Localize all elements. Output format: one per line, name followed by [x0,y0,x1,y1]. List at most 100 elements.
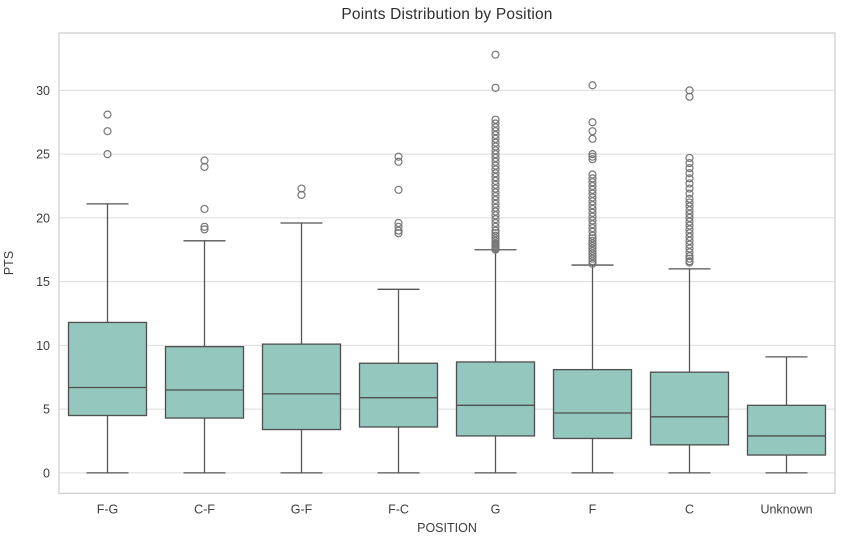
outlier-point [491,127,500,136]
outlier-point [588,155,597,164]
box [455,361,536,437]
outlier-point [491,161,500,170]
outlier-point [297,190,306,200]
box [261,343,342,431]
outlier-point [394,157,403,166]
outlier-point [491,157,500,166]
outlier-point [588,81,597,90]
outlier-point [491,239,500,248]
outlier-point [588,236,597,245]
plot-frame [58,32,836,494]
outlier-point [491,234,500,243]
outlier-point [588,178,597,187]
outlier-point [685,194,694,203]
outlier-point [200,222,209,231]
x-tick-label: F-G [97,502,119,516]
outlier-point [685,229,694,238]
outlier-point [685,240,694,249]
y-tick-label: 30 [36,84,50,98]
outlier-point [588,189,597,198]
outlier-point [588,193,597,202]
outlier-point [394,226,403,235]
outlier-point [685,92,694,101]
outlier-point [588,249,597,258]
y-tick-label: 5 [43,403,50,417]
outlier-point [588,152,597,161]
outlier-point [491,195,500,205]
outlier-point [491,142,500,151]
outlier-point [491,172,500,182]
outlier-point [491,203,500,212]
outlier-point [685,158,694,168]
outlier-point [491,199,500,208]
outlier-point [103,150,112,159]
y-tick-label: 15 [36,275,50,289]
outlier-point [297,184,306,193]
outlier-point [491,229,500,238]
box [67,321,148,417]
outlier-point [588,244,597,253]
box [649,371,730,446]
outlier-point [685,248,694,257]
outlier-point [103,127,112,136]
outlier-point [588,150,597,159]
outlier-point [491,169,500,178]
outlier-point [588,246,597,256]
outlier-point [491,218,500,228]
outlier-point [588,174,597,183]
outlier-point [491,207,500,216]
box [164,346,245,419]
x-tick-label: F-C [388,502,409,516]
outlier-point [588,197,597,206]
outlier-point [685,184,694,193]
y-tick-label: 0 [43,466,50,480]
outlier-point [491,184,500,193]
outlier-point [685,206,694,215]
outlier-point [685,252,694,261]
outlier-point [588,254,597,263]
outlier-point [491,215,500,224]
x-tick-label: G [491,502,501,516]
outlier-point [588,201,597,210]
outlier-point [491,138,500,147]
box [358,362,439,428]
outlier-point [685,153,694,163]
outlier-point [394,185,403,194]
outlier-point [491,180,500,189]
x-tick-label: G-F [291,502,313,516]
outlier-point [588,259,597,268]
outlier-point [588,239,597,248]
outlier-point [685,198,694,207]
outlier-point [588,220,597,229]
outlier-point [588,208,597,217]
outlier-point [685,221,694,230]
outlier-point [685,236,694,245]
outlier-point [491,226,500,235]
x-tick-label: C [685,502,694,516]
outlier-point [685,225,694,234]
outlier-point [685,86,694,95]
outlier-point [685,202,694,211]
outlier-point [685,179,694,188]
outlier-point [685,174,694,183]
outlier-point [685,209,694,219]
outlier-point [200,225,209,234]
outlier-point [491,222,500,231]
outlier-point [588,134,597,143]
outlier-point [491,119,500,128]
outlier-point [394,152,403,161]
outlier-point [491,231,500,240]
x-axis-label: POSITION [417,521,477,535]
outlier-point [491,123,500,132]
outlier-point [588,223,597,233]
outlier-point [588,181,597,191]
outlier-point [588,204,597,214]
outlier-point [491,115,500,124]
outlier-point [685,169,694,178]
outlier-point [588,257,597,266]
outlier-point [588,227,597,237]
outlier-point [491,50,500,59]
outlier-point [491,130,500,140]
outlier-point [103,110,112,119]
